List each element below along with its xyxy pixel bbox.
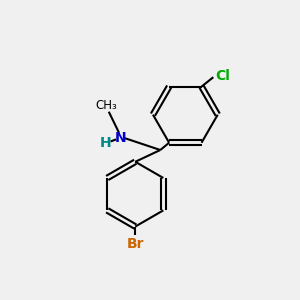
Text: N: N bbox=[115, 131, 126, 145]
Text: Cl: Cl bbox=[215, 69, 230, 83]
Text: CH₃: CH₃ bbox=[95, 99, 117, 112]
Text: Br: Br bbox=[127, 237, 144, 251]
Text: H: H bbox=[99, 136, 111, 150]
